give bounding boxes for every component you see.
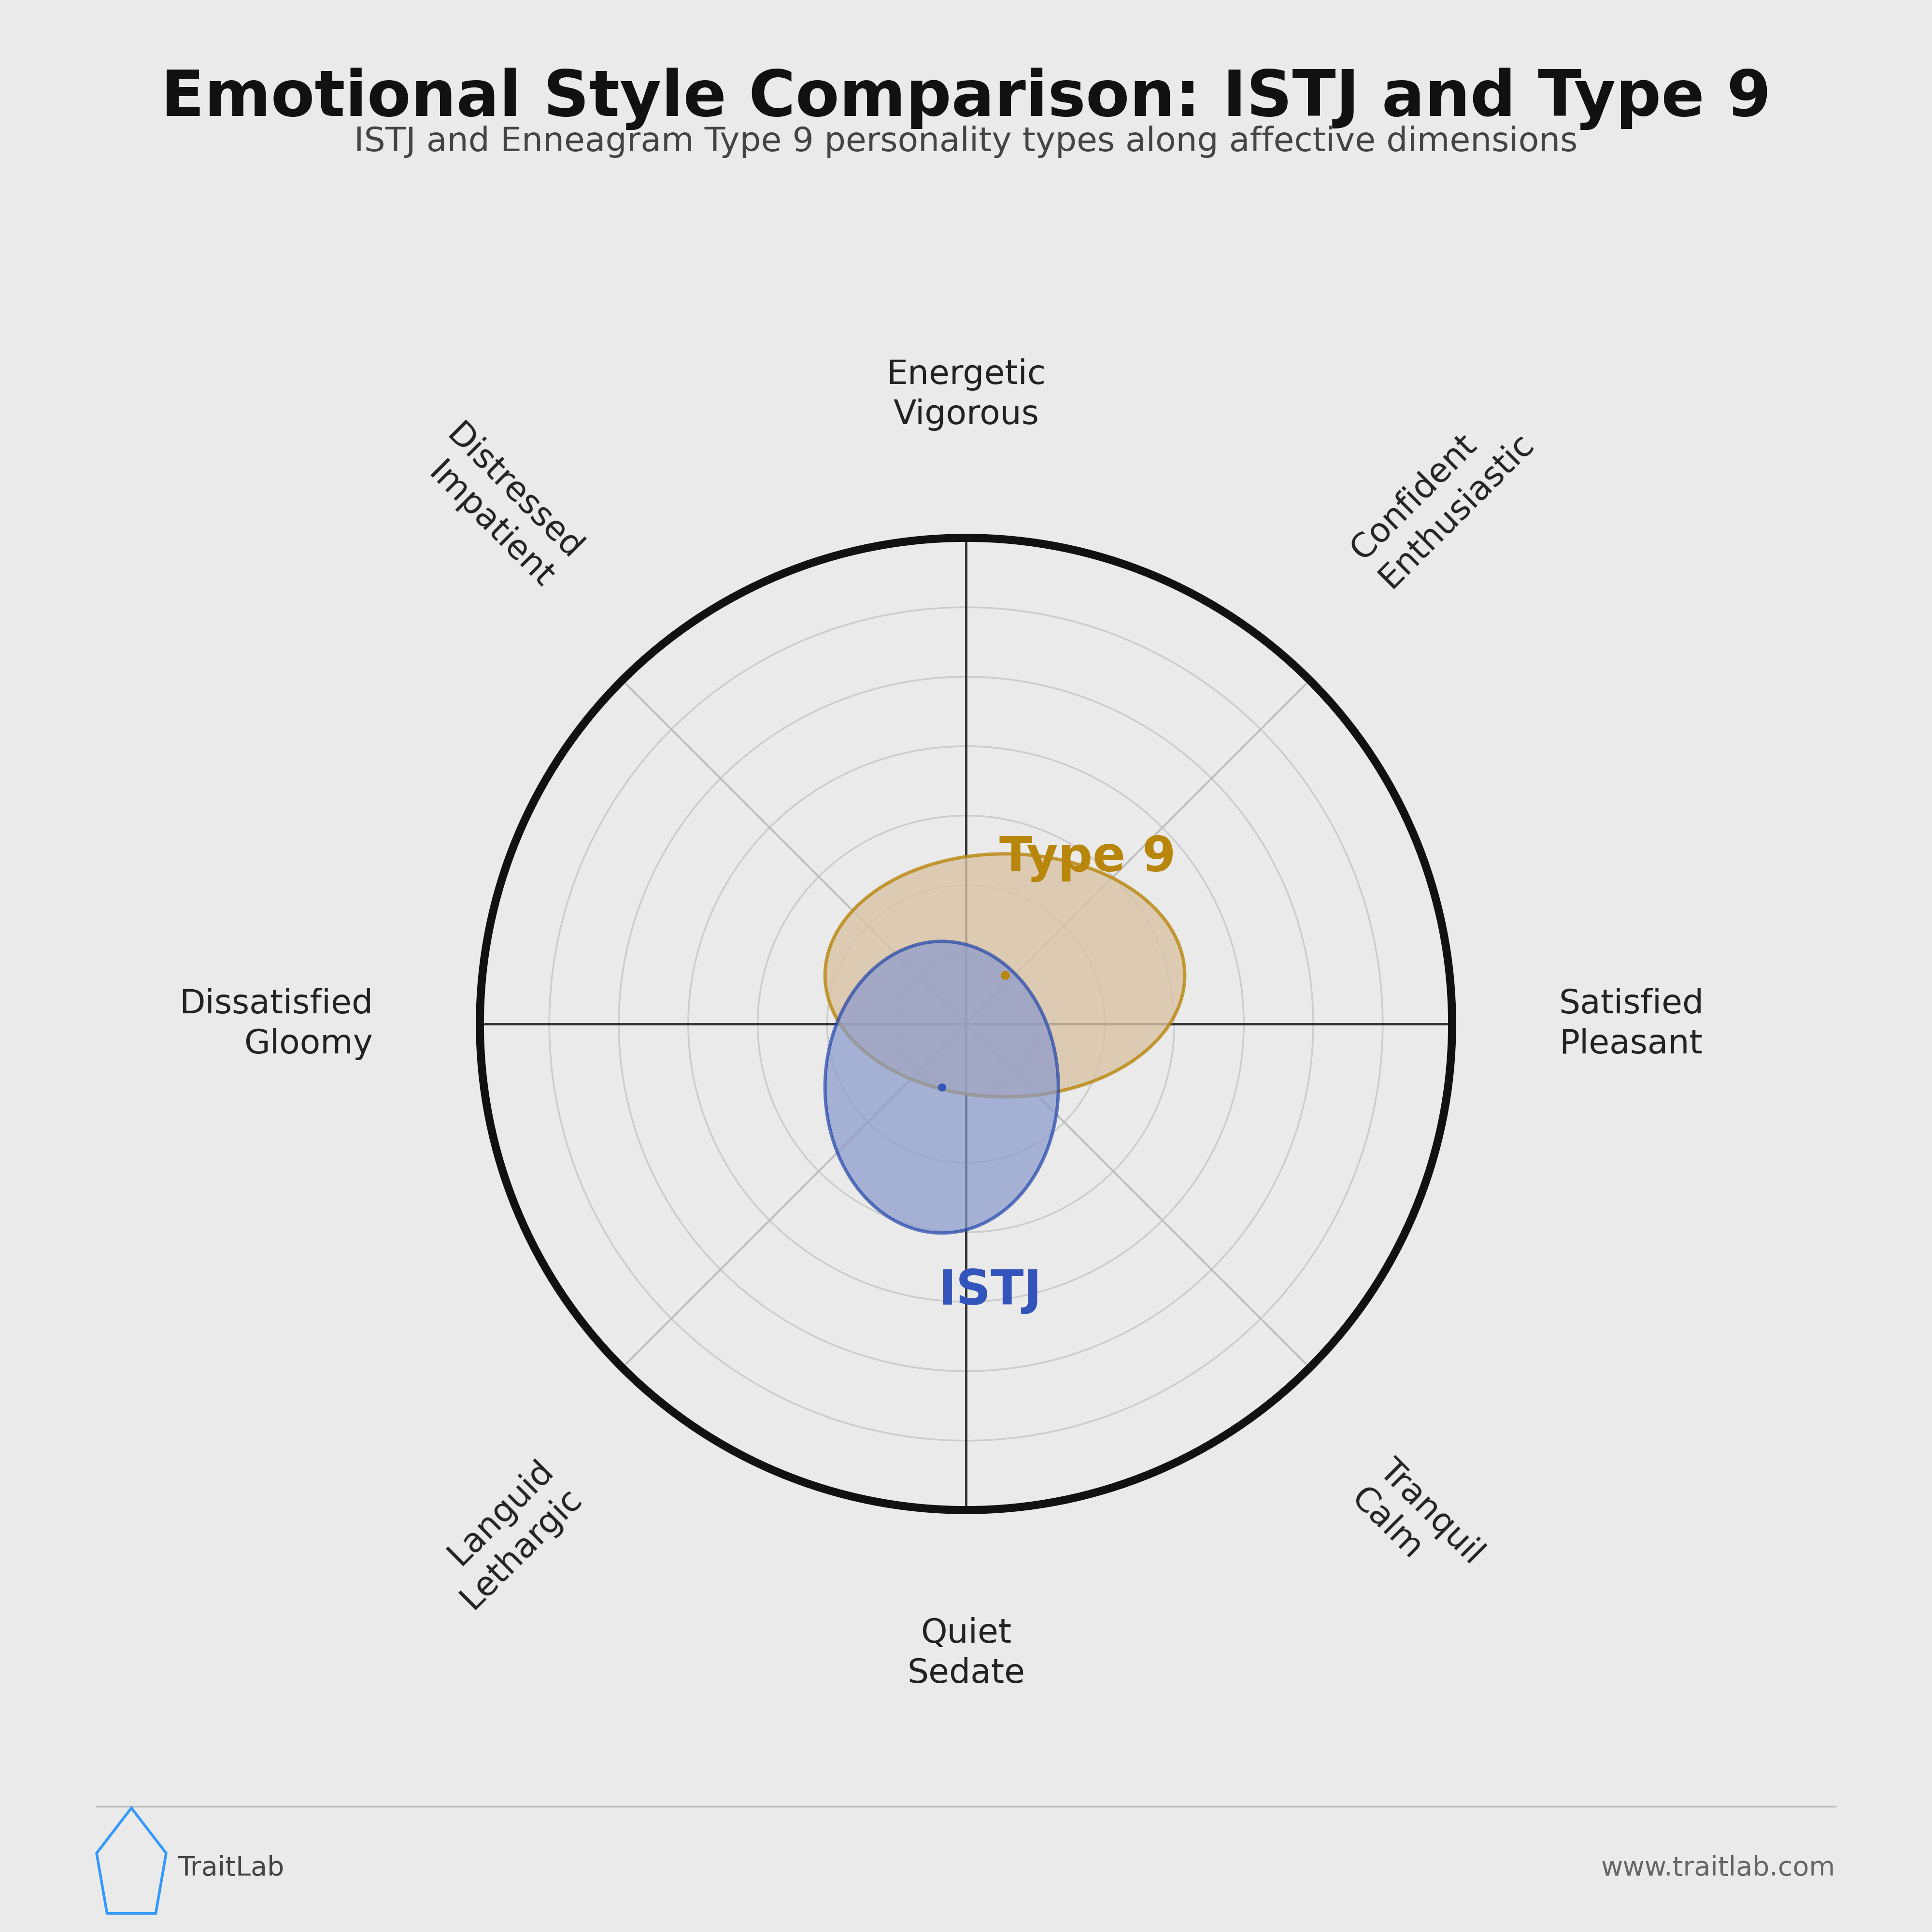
- Text: Emotional Style Comparison: ISTJ and Type 9: Emotional Style Comparison: ISTJ and Typ…: [160, 68, 1772, 129]
- Ellipse shape: [825, 941, 1059, 1233]
- Text: www.traitlab.com: www.traitlab.com: [1602, 1855, 1835, 1882]
- Text: Type 9: Type 9: [999, 835, 1177, 883]
- Text: Languid
Lethargic: Languid Lethargic: [425, 1453, 587, 1615]
- Text: Distressed
Impatient: Distressed Impatient: [412, 417, 587, 595]
- Point: [989, 960, 1020, 991]
- Point: [925, 1072, 956, 1103]
- Text: ISTJ and Enneagram Type 9 personality types along affective dimensions: ISTJ and Enneagram Type 9 personality ty…: [354, 126, 1578, 158]
- Text: Dissatisfied
Gloomy: Dissatisfied Gloomy: [180, 987, 373, 1061]
- Text: TraitLab: TraitLab: [178, 1855, 284, 1882]
- Text: Quiet
Sedate: Quiet Sedate: [906, 1617, 1024, 1689]
- Ellipse shape: [825, 854, 1184, 1097]
- Text: Confident
Enthusiastic: Confident Enthusiastic: [1345, 398, 1540, 595]
- Text: Tranquil
Calm: Tranquil Calm: [1345, 1453, 1490, 1598]
- Text: Energetic
Vigorous: Energetic Vigorous: [887, 359, 1045, 431]
- Text: Satisfied
Pleasant: Satisfied Pleasant: [1559, 987, 1704, 1061]
- Text: ISTJ: ISTJ: [939, 1267, 1041, 1316]
